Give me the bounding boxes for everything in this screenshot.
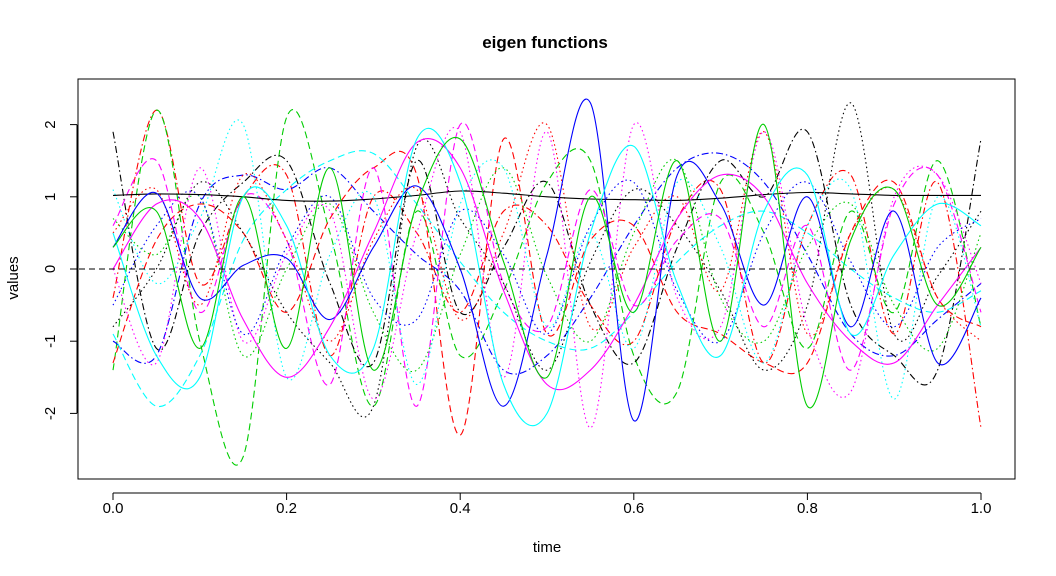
y-axis-label: values (5, 256, 22, 299)
series-line-13 (112, 158, 982, 373)
x-tick-label: 0.2 (276, 500, 297, 517)
y-axis: -2 -1 0 1 2 (42, 120, 78, 420)
y-tick-label: -2 (42, 407, 59, 420)
series-line-5 (112, 124, 982, 409)
y-tick-label: 1 (42, 193, 59, 201)
x-tick-label: 0.6 (623, 500, 644, 517)
plot-area (79, 98, 1014, 466)
series-line-1 (112, 190, 981, 202)
series-line-9 (112, 128, 982, 386)
series-line-4 (112, 127, 982, 427)
series-line-10 (112, 137, 982, 436)
chart-title: eigen functions (482, 33, 608, 52)
x-axis-label: time (533, 539, 561, 556)
x-tick-label: 0.4 (450, 500, 471, 517)
y-tick-label: -1 (42, 335, 59, 348)
y-tick-label: 0 (42, 265, 59, 273)
x-axis: 0.0 0.2 0.4 0.6 0.8 1.0 (103, 492, 992, 517)
series-line-12 (112, 122, 982, 407)
series-line-3 (112, 138, 982, 391)
series-line-15 (112, 122, 982, 429)
y-tick-label: 2 (42, 120, 59, 128)
series-line-14 (112, 102, 982, 418)
x-tick-label: 1.0 (971, 500, 992, 517)
series-line-18 (112, 179, 982, 344)
series-line-8 (112, 152, 982, 375)
x-tick-label: 0.8 (797, 500, 818, 517)
series-line-7 (112, 108, 982, 466)
series-line-16 (112, 119, 982, 400)
series-line-11 (112, 150, 982, 407)
series-line-2 (112, 98, 982, 422)
x-tick-label: 0.0 (103, 500, 124, 517)
plot-frame (77, 78, 1016, 480)
